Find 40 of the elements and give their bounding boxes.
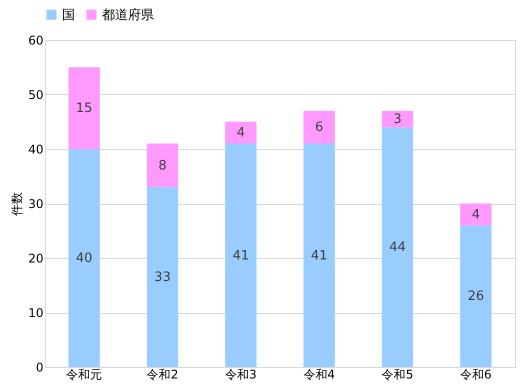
bar [460, 204, 492, 226]
bar [460, 225, 492, 367]
bar [382, 110, 414, 128]
y-tick-label: 20 [28, 252, 44, 266]
x-tick-label: 令和5 [382, 368, 414, 382]
data-label: 41 [232, 248, 250, 264]
bar [382, 127, 414, 367]
x-tick-label: 令和元 [66, 368, 102, 382]
bar [225, 144, 256, 367]
x-tick-label: 令和4 [303, 368, 335, 382]
y-tick-label: 0 [36, 360, 44, 374]
data-label: 3 [393, 112, 402, 128]
data-label: 15 [76, 101, 92, 116]
data-label: 6 [315, 120, 324, 136]
data-label: 26 [468, 289, 484, 304]
y-tick-label: 60 [28, 34, 44, 48]
y-axis-title: 件数 [10, 192, 24, 216]
y-tick-label: 30 [28, 197, 44, 211]
legend-label: 国 [62, 8, 75, 23]
x-tick-label: 令和2 [146, 368, 178, 382]
y-tick-label: 50 [28, 88, 44, 102]
x-tick-label: 令和3 [225, 368, 257, 382]
bar [225, 122, 256, 144]
data-label: 4 [472, 207, 480, 222]
bar [304, 110, 335, 144]
data-label: 8 [158, 158, 167, 174]
data-label: 44 [389, 240, 406, 256]
data-label: 41 [310, 248, 328, 264]
data-label: 33 [154, 270, 171, 286]
data-label: 40 [76, 251, 92, 266]
legend-label: 都道府県 [102, 6, 154, 23]
bar [68, 149, 100, 367]
y-tick-label: 10 [28, 306, 44, 320]
bar [146, 144, 178, 188]
bar [304, 144, 335, 367]
data-label: 4 [236, 126, 245, 141]
bar [68, 67, 100, 149]
bar [146, 187, 178, 367]
y-tick-label: 40 [28, 142, 44, 156]
x-tick-label: 令和6 [460, 368, 492, 382]
